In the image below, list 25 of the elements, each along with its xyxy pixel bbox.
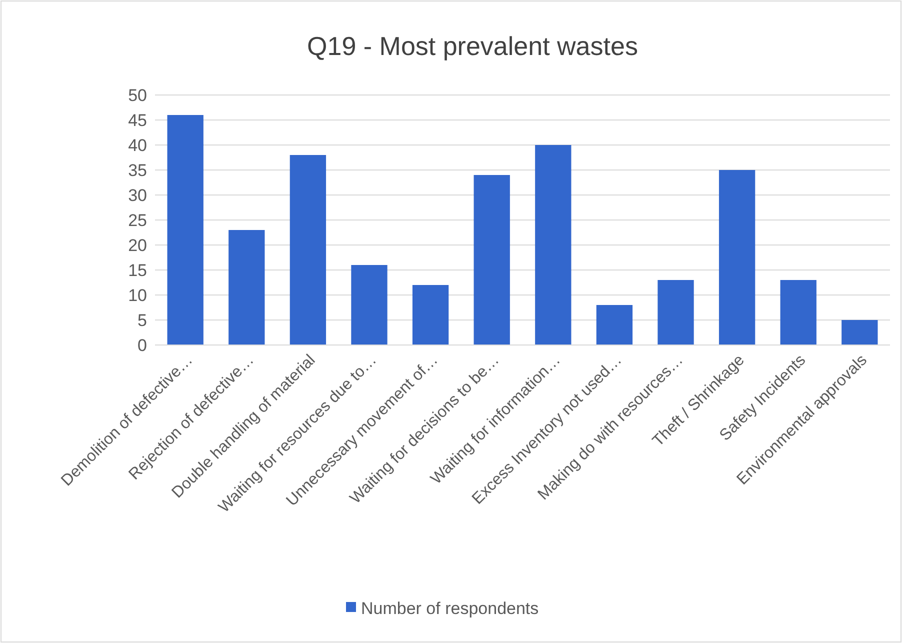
- bar: [535, 145, 572, 345]
- bar: [658, 280, 694, 345]
- y-tick-label: 20: [128, 236, 147, 255]
- y-tick-label: 15: [128, 260, 147, 280]
- bar: [412, 285, 449, 345]
- y-tick-label: 25: [128, 210, 147, 230]
- bar: [780, 280, 816, 345]
- bar: [351, 265, 388, 345]
- bar: [228, 230, 265, 345]
- y-tick-label: 0: [138, 336, 147, 355]
- bar: [474, 175, 510, 345]
- y-tick-label: 50: [128, 86, 147, 105]
- legend-label: Number of respondents: [361, 598, 539, 618]
- bar: [718, 170, 756, 345]
- y-tick-label: 35: [128, 160, 147, 180]
- bar: [842, 320, 878, 345]
- bar: [167, 115, 204, 345]
- y-tick-label: 45: [128, 110, 147, 130]
- y-tick-label: 30: [128, 186, 147, 205]
- bar: [596, 305, 633, 345]
- chart-title: Q19 - Most prevalent wastes: [307, 31, 638, 61]
- y-tick-label: 5: [138, 310, 147, 330]
- bar: [290, 155, 326, 345]
- y-tick-label: 40: [128, 136, 147, 155]
- y-tick-label: 10: [128, 286, 147, 305]
